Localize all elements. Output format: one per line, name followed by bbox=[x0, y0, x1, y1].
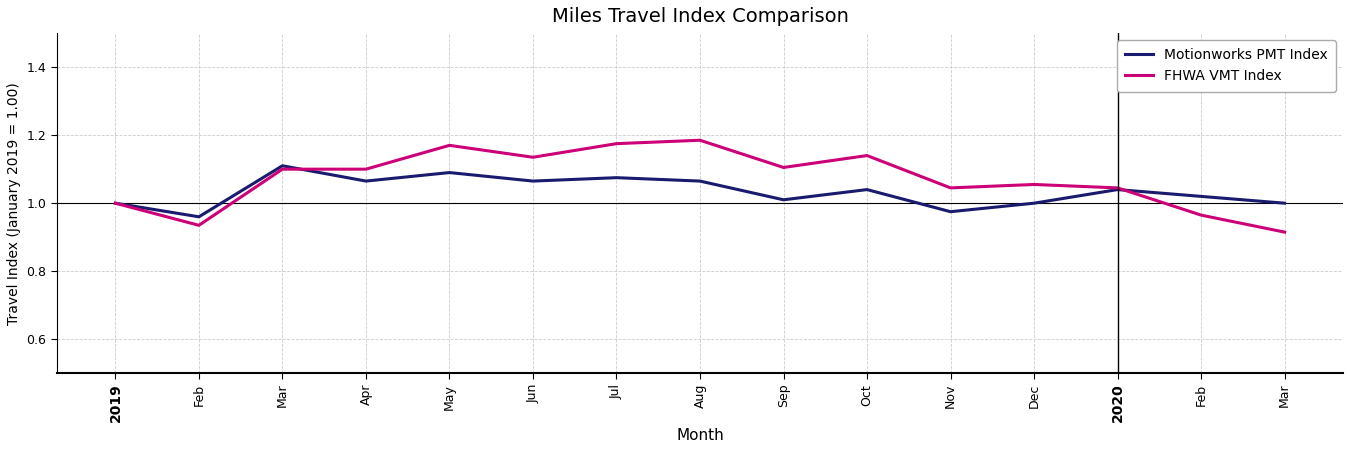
FHWA VMT Index bbox=[1193, 212, 1210, 218]
FHWA VMT Index bbox=[775, 165, 791, 170]
Legend: Motionworks PMT Index, FHWA VMT Index: Motionworks PMT Index, FHWA VMT Index bbox=[1116, 40, 1336, 92]
FHWA VMT Index bbox=[1110, 185, 1126, 191]
FHWA VMT Index bbox=[190, 223, 207, 228]
FHWA VMT Index bbox=[693, 138, 709, 143]
Motionworks PMT Index bbox=[190, 214, 207, 220]
Motionworks PMT Index bbox=[525, 178, 541, 184]
FHWA VMT Index bbox=[441, 143, 458, 148]
Motionworks PMT Index bbox=[609, 175, 625, 180]
FHWA VMT Index bbox=[942, 185, 958, 191]
Motionworks PMT Index bbox=[107, 201, 123, 206]
FHWA VMT Index bbox=[274, 166, 290, 172]
FHWA VMT Index bbox=[609, 141, 625, 146]
Line: FHWA VMT Index: FHWA VMT Index bbox=[115, 140, 1285, 232]
Motionworks PMT Index bbox=[1277, 201, 1293, 206]
FHWA VMT Index bbox=[358, 166, 374, 172]
Motionworks PMT Index bbox=[859, 187, 875, 192]
Motionworks PMT Index bbox=[441, 170, 458, 175]
Line: Motionworks PMT Index: Motionworks PMT Index bbox=[115, 166, 1285, 217]
FHWA VMT Index bbox=[525, 154, 541, 160]
FHWA VMT Index bbox=[859, 153, 875, 158]
FHWA VMT Index bbox=[1026, 182, 1042, 187]
Motionworks PMT Index bbox=[358, 178, 374, 184]
Motionworks PMT Index bbox=[274, 163, 290, 168]
FHWA VMT Index bbox=[1277, 230, 1293, 235]
Motionworks PMT Index bbox=[775, 197, 791, 202]
Title: Miles Travel Index Comparison: Miles Travel Index Comparison bbox=[552, 7, 848, 26]
Motionworks PMT Index bbox=[1193, 194, 1210, 199]
X-axis label: Month: Month bbox=[676, 428, 724, 443]
Motionworks PMT Index bbox=[1110, 187, 1126, 192]
Motionworks PMT Index bbox=[1026, 201, 1042, 206]
Motionworks PMT Index bbox=[693, 178, 709, 184]
Y-axis label: Travel Index (January 2019 = 1.00): Travel Index (January 2019 = 1.00) bbox=[7, 82, 22, 324]
Motionworks PMT Index bbox=[942, 209, 958, 214]
FHWA VMT Index bbox=[107, 201, 123, 206]
